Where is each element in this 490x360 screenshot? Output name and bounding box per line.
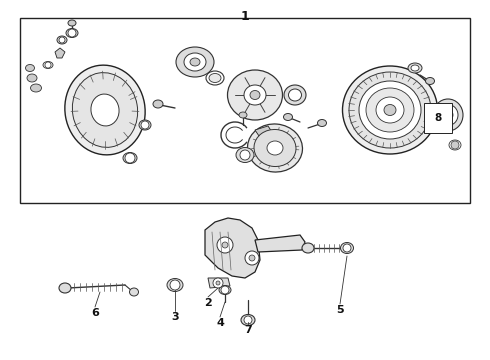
- Text: 8: 8: [434, 113, 441, 123]
- Ellipse shape: [27, 74, 37, 82]
- Ellipse shape: [438, 104, 458, 126]
- Ellipse shape: [408, 63, 422, 73]
- Ellipse shape: [219, 285, 231, 294]
- Ellipse shape: [289, 89, 301, 101]
- Circle shape: [221, 286, 229, 294]
- Ellipse shape: [206, 71, 224, 85]
- Polygon shape: [55, 48, 65, 58]
- Circle shape: [213, 278, 223, 288]
- Ellipse shape: [244, 85, 266, 105]
- Circle shape: [141, 121, 149, 129]
- Circle shape: [59, 37, 65, 43]
- Circle shape: [68, 29, 76, 37]
- Circle shape: [244, 316, 252, 324]
- Polygon shape: [208, 278, 230, 288]
- Ellipse shape: [66, 28, 78, 37]
- Ellipse shape: [167, 279, 183, 292]
- Ellipse shape: [284, 85, 306, 105]
- Ellipse shape: [341, 243, 353, 253]
- Ellipse shape: [30, 84, 42, 92]
- Circle shape: [240, 150, 250, 160]
- Ellipse shape: [65, 65, 145, 155]
- Ellipse shape: [254, 130, 296, 167]
- Ellipse shape: [68, 20, 76, 26]
- Ellipse shape: [359, 81, 421, 139]
- Text: 7: 7: [244, 325, 252, 335]
- Text: 3: 3: [171, 312, 179, 322]
- Polygon shape: [205, 218, 260, 278]
- Circle shape: [217, 237, 233, 253]
- Ellipse shape: [449, 140, 461, 150]
- Circle shape: [451, 141, 459, 149]
- Circle shape: [170, 280, 180, 290]
- Text: 5: 5: [336, 305, 344, 315]
- Ellipse shape: [236, 148, 254, 162]
- Bar: [20, 18, 470, 203]
- Circle shape: [216, 281, 220, 285]
- Ellipse shape: [184, 53, 206, 71]
- Polygon shape: [255, 126, 272, 136]
- Ellipse shape: [153, 100, 163, 108]
- Circle shape: [45, 62, 51, 68]
- Text: 2: 2: [204, 298, 212, 308]
- Ellipse shape: [384, 104, 396, 116]
- Circle shape: [245, 251, 259, 265]
- Ellipse shape: [267, 141, 283, 155]
- Text: 1: 1: [241, 10, 249, 23]
- Ellipse shape: [241, 315, 255, 325]
- Ellipse shape: [123, 153, 137, 163]
- Ellipse shape: [129, 288, 139, 296]
- Circle shape: [343, 244, 351, 252]
- Polygon shape: [255, 235, 305, 252]
- Ellipse shape: [59, 283, 71, 293]
- Ellipse shape: [433, 99, 463, 131]
- Ellipse shape: [91, 94, 119, 126]
- Text: 6: 6: [91, 308, 99, 318]
- Ellipse shape: [43, 62, 53, 68]
- Ellipse shape: [318, 120, 326, 126]
- Ellipse shape: [239, 112, 247, 118]
- Ellipse shape: [302, 243, 314, 253]
- Ellipse shape: [176, 47, 214, 77]
- Ellipse shape: [376, 97, 404, 123]
- Ellipse shape: [227, 70, 283, 120]
- Circle shape: [125, 153, 135, 163]
- Text: 4: 4: [216, 318, 224, 328]
- Ellipse shape: [443, 109, 453, 121]
- Circle shape: [444, 111, 452, 119]
- Ellipse shape: [366, 88, 414, 132]
- Ellipse shape: [139, 120, 151, 130]
- Ellipse shape: [250, 90, 260, 99]
- Ellipse shape: [284, 113, 293, 121]
- Ellipse shape: [73, 73, 138, 147]
- Ellipse shape: [343, 66, 438, 154]
- Ellipse shape: [190, 58, 200, 66]
- Ellipse shape: [247, 124, 302, 172]
- Ellipse shape: [349, 72, 431, 148]
- Circle shape: [249, 255, 255, 261]
- Ellipse shape: [57, 36, 67, 44]
- Ellipse shape: [411, 65, 419, 71]
- Ellipse shape: [425, 77, 435, 85]
- Ellipse shape: [209, 73, 221, 82]
- Circle shape: [222, 242, 228, 248]
- Ellipse shape: [25, 64, 34, 72]
